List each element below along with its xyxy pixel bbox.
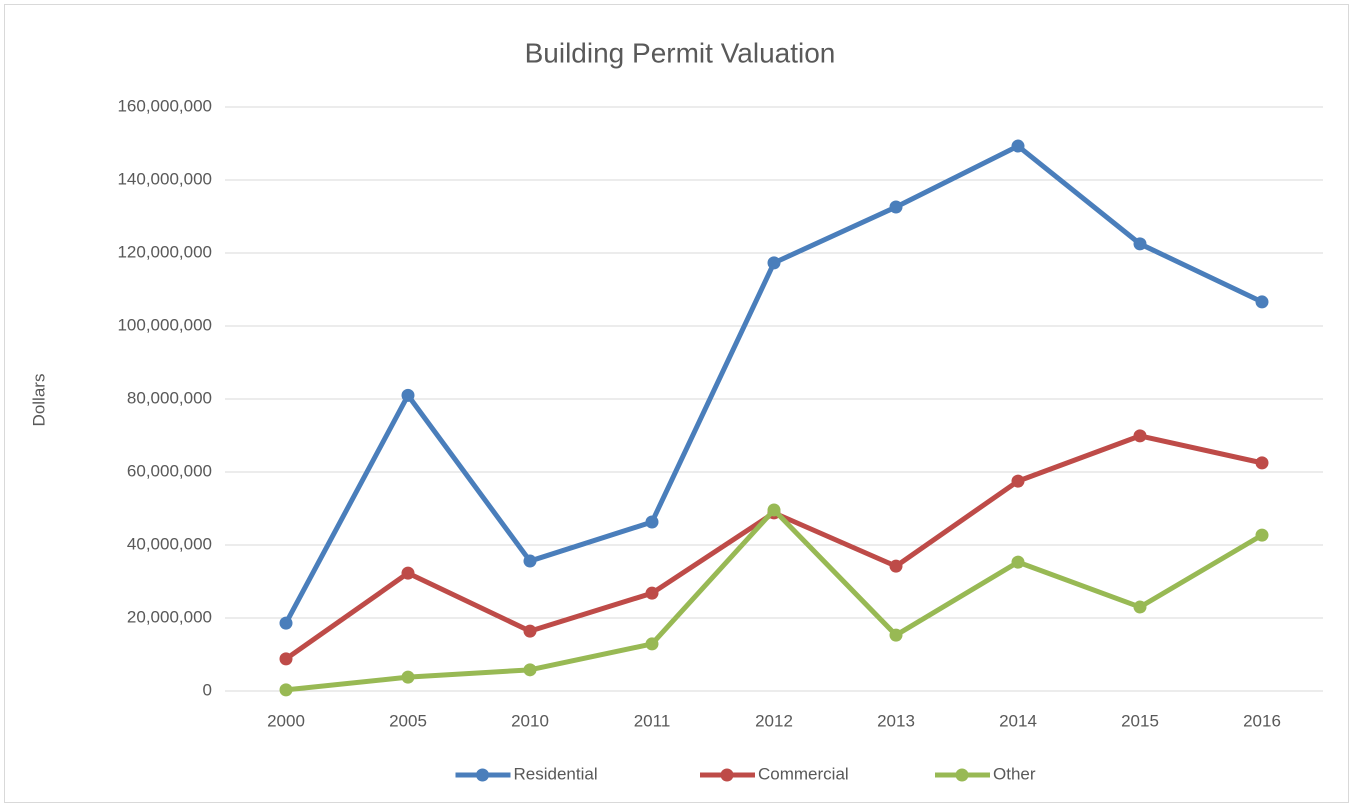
x-tick-label: 2000 <box>267 711 305 730</box>
point <box>1255 528 1269 542</box>
point <box>523 663 537 677</box>
x-tick-label: 2012 <box>755 711 793 730</box>
y-tick-label: 0 <box>203 680 212 699</box>
point <box>889 628 903 642</box>
legend-label: Commercial <box>758 764 849 783</box>
x-tick-label: 2015 <box>1121 711 1159 730</box>
legend-label: Residential <box>514 764 598 783</box>
point <box>889 200 903 214</box>
y-tick-label: 120,000,000 <box>117 242 212 261</box>
y-axis-title: Dollars <box>29 374 48 427</box>
point <box>645 515 659 529</box>
chart-title: Building Permit Valuation <box>525 37 836 68</box>
y-tick-label: 60,000,000 <box>127 461 212 480</box>
point <box>279 652 293 666</box>
point <box>1133 237 1147 251</box>
point <box>523 624 537 638</box>
point <box>401 670 415 684</box>
y-tick-label: 140,000,000 <box>117 169 212 188</box>
x-tick-label: 2005 <box>389 711 427 730</box>
x-tick-label: 2010 <box>511 711 549 730</box>
x-tick-label: 2013 <box>877 711 915 730</box>
point <box>645 637 659 651</box>
point <box>279 683 293 697</box>
point <box>401 566 415 580</box>
x-tick-label: 2016 <box>1243 711 1281 730</box>
point <box>1133 429 1147 443</box>
x-tick-label: 2011 <box>634 711 671 730</box>
point <box>1255 456 1269 470</box>
point <box>645 586 659 600</box>
x-tick-label: 2014 <box>999 711 1037 730</box>
y-tick-label: 20,000,000 <box>127 607 212 626</box>
point <box>523 554 537 568</box>
legend-marker <box>955 768 969 782</box>
point <box>1011 474 1025 488</box>
chart-border <box>4 4 1349 803</box>
y-tick-label: 160,000,000 <box>117 96 212 115</box>
point <box>279 616 293 630</box>
point <box>401 388 415 402</box>
legend-marker <box>720 768 734 782</box>
legend-label: Other <box>993 764 1036 783</box>
point <box>1133 600 1147 614</box>
y-tick-label: 100,000,000 <box>117 315 212 334</box>
point <box>767 256 781 270</box>
point <box>889 559 903 573</box>
y-tick-label: 80,000,000 <box>127 388 212 407</box>
point <box>1011 555 1025 569</box>
point <box>767 503 781 517</box>
point <box>1255 295 1269 309</box>
legend-marker <box>476 768 489 782</box>
y-tick-label: 40,000,000 <box>127 534 212 553</box>
point <box>1011 139 1025 153</box>
